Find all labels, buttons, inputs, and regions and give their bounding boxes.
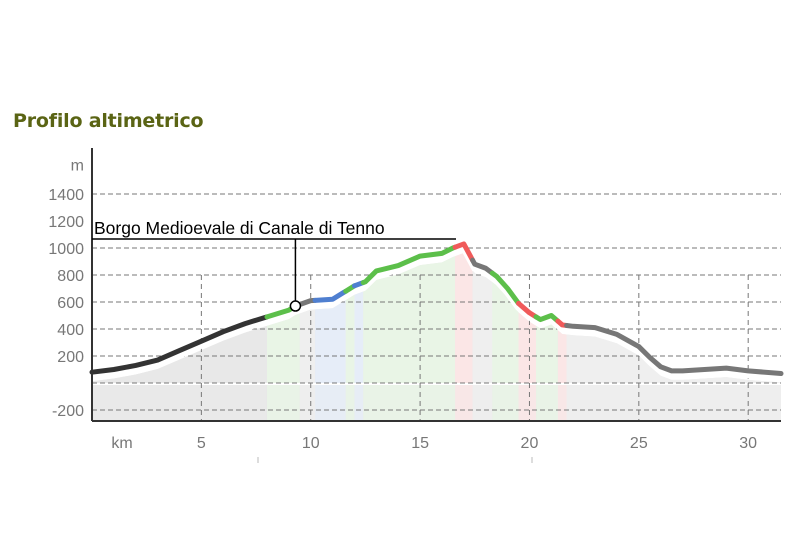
profile-segment-green bbox=[489, 270, 522, 306]
x-tick-label: 5 bbox=[197, 435, 206, 452]
segment-tint bbox=[472, 252, 493, 383]
profile-segment-red bbox=[516, 300, 539, 320]
x-tick-label: 20 bbox=[521, 435, 539, 452]
segment-tint bbox=[354, 252, 364, 383]
x-tick-label: 30 bbox=[739, 435, 757, 452]
poi-label[interactable]: Borgo Medioevale di Canale di Tenno bbox=[94, 218, 385, 238]
chart-title: Profilo altimetrico bbox=[13, 110, 204, 132]
y-tick-label: 1200 bbox=[48, 214, 84, 231]
segment-tint bbox=[455, 252, 473, 383]
x-tick-label: 25 bbox=[630, 435, 648, 452]
profile-segment-gray bbox=[564, 322, 784, 377]
x-tick-label: 10 bbox=[302, 435, 320, 452]
x-axis-unit: km bbox=[111, 435, 132, 452]
segment-tint bbox=[345, 252, 355, 383]
profile-segment-gray bbox=[470, 257, 495, 276]
y-tick-label: 800 bbox=[57, 268, 84, 285]
y-tick-label: 200 bbox=[57, 349, 84, 366]
profile-segment-green bbox=[533, 313, 561, 324]
y-tick-label: 1400 bbox=[48, 187, 84, 204]
profile-segment-green bbox=[360, 244, 458, 286]
poi-marker[interactable] bbox=[289, 300, 302, 312]
y-tick-label: -200 bbox=[52, 403, 84, 420]
y-tick-label: 600 bbox=[57, 295, 84, 312]
profile-segment-red bbox=[452, 241, 476, 263]
y-axis-unit: m bbox=[71, 157, 84, 174]
y-tick-label: 1000 bbox=[48, 241, 84, 258]
y-tick-label: 400 bbox=[57, 322, 84, 339]
x-tick-label: 15 bbox=[411, 435, 429, 452]
profile-segment-dark bbox=[89, 314, 270, 375]
